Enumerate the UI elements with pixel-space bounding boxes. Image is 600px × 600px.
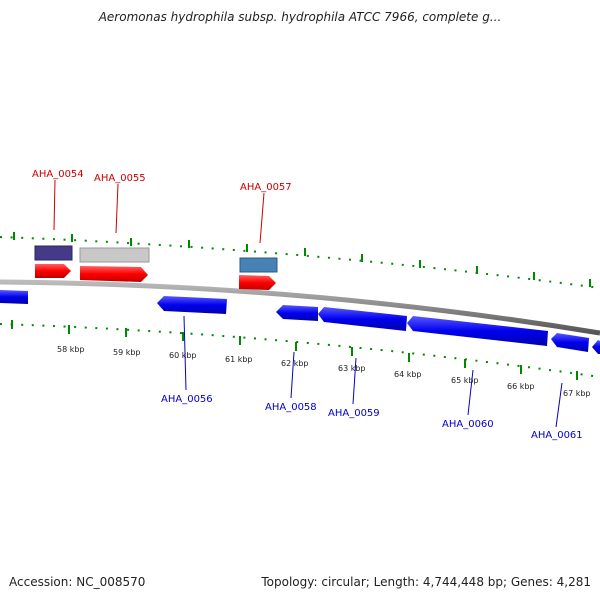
gene-label-AHA_0060[interactable]: AHA_0060 [442, 419, 494, 430]
major-ticks [11, 232, 591, 380]
cds-AHA_0056[interactable] [157, 296, 227, 314]
gene-label-AHA_0055[interactable]: AHA_0055 [94, 173, 146, 184]
label-leader [183, 315, 187, 391]
gene-label-AHA_0059[interactable]: AHA_0059 [328, 408, 380, 419]
gene-label-AHA_0056[interactable]: AHA_0056 [161, 394, 213, 405]
scale-label: 61 kbp [225, 355, 253, 364]
label-leader [555, 382, 563, 428]
label-leader [467, 369, 474, 416]
label-leader [290, 351, 295, 399]
feature-box-dark[interactable] [34, 245, 73, 261]
gene-label-AHA_0061[interactable]: AHA_0061 [531, 430, 583, 441]
cds-AHA_0058[interactable] [276, 305, 318, 321]
cds-partial-right[interactable] [592, 340, 600, 354]
scale-label: 62 kbp [281, 359, 309, 368]
cds-AHA_0054[interactable] [35, 264, 71, 278]
gene-label-AHA_0057[interactable]: AHA_0057 [240, 182, 292, 193]
cds-partial-left[interactable] [0, 290, 28, 304]
forward-gene-labels: AHA_0054 AHA_0055 AHA_0057 [32, 169, 292, 244]
cds-AHA_0061[interactable] [551, 333, 589, 352]
label-leader [352, 357, 357, 405]
feature-box-steel[interactable] [239, 257, 278, 273]
scale-label: 67 kbp [563, 389, 591, 398]
genome-backbone [0, 279, 600, 336]
scale-labels: 58 kbp 59 kbp 60 kbp 61 kbp 62 kbp 63 kb… [57, 345, 591, 398]
feature-track [34, 245, 278, 273]
genome-info-text: Topology: circular; Length: 4,744,448 bp… [261, 575, 591, 589]
accession-text: Accession: NC_008570 [9, 575, 146, 589]
scale-label: 65 kbp [451, 376, 479, 385]
cds-AHA_0060[interactable] [407, 316, 548, 346]
scale-label: 58 kbp [57, 345, 85, 354]
scale-label: 66 kbp [507, 382, 535, 391]
label-leader [53, 179, 56, 231]
cds-AHA_0055[interactable] [80, 266, 148, 282]
cds-AHA_0059[interactable] [318, 307, 407, 331]
scale-label: 64 kbp [394, 370, 422, 379]
reverse-cds-track [0, 290, 600, 354]
cds-AHA_0057[interactable] [239, 275, 276, 290]
scale-label: 60 kbp [169, 351, 197, 360]
forward-cds-track [35, 264, 276, 290]
scale-label: 63 kbp [338, 364, 366, 373]
gene-label-AHA_0058[interactable]: AHA_0058 [265, 402, 317, 413]
label-leader [115, 183, 119, 234]
reverse-gene-labels: AHA_0056 AHA_0058 AHA_0059 AHA_0060 AHA_… [161, 315, 583, 441]
label-leader [259, 192, 265, 244]
gene-label-AHA_0054[interactable]: AHA_0054 [32, 169, 84, 180]
scale-label: 59 kbp [113, 348, 141, 357]
map-title: Aeromonas hydrophila subsp. hydrophila A… [98, 10, 502, 24]
feature-box-gray[interactable] [79, 247, 150, 263]
